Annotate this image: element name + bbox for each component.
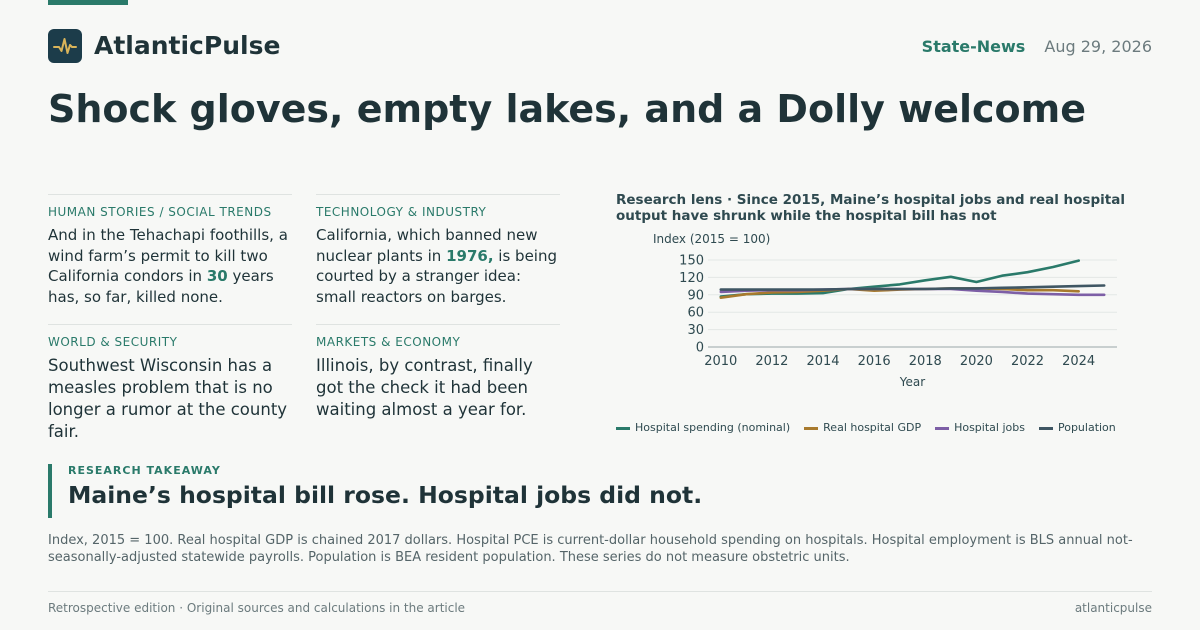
legend-label: Real hospital GDP xyxy=(823,421,922,434)
y-tick-label: 30 xyxy=(687,323,704,338)
story-card-illinois[interactable]: Markets & Economy Illinois, by contrast,… xyxy=(316,324,560,421)
story-card-condors[interactable]: Human Stories / Social Trends And in the… xyxy=(48,194,292,307)
page-headline: Shock gloves, empty lakes, and a Dolly w… xyxy=(48,87,1087,131)
x-tick-label: 2024 xyxy=(1062,354,1095,369)
y-tick-label: 0 xyxy=(696,341,704,356)
story-text-part: And in the Tehachapi foothills, a wind f… xyxy=(48,226,288,285)
legend-swatch xyxy=(616,426,630,430)
research-takeaway: RESEARCH TAKEAWAY Maine’s hospital bill … xyxy=(48,464,1168,518)
story-kicker: Technology & Industry xyxy=(316,205,487,219)
legend-swatch xyxy=(804,426,819,430)
footer-edition: Retrospective edition · Original sources… xyxy=(48,601,466,615)
series-line xyxy=(719,284,1106,291)
x-tick-label: 2010 xyxy=(704,354,737,369)
x-tick-label: 2016 xyxy=(858,354,891,369)
legend-label: Hospital jobs xyxy=(954,421,1025,434)
takeaway-title: Maine’s hospital bill rose. Hospital job… xyxy=(68,481,703,509)
x-tick-label: 2022 xyxy=(1011,354,1044,369)
story-highlight: 1976, xyxy=(446,246,494,265)
story-kicker: Markets & Economy xyxy=(316,335,461,349)
y-tick-label: 90 xyxy=(687,288,704,303)
story-text-part: is being courted by a stranger idea: sma… xyxy=(316,246,557,306)
story-text: Illinois, by contrast, finally got the c… xyxy=(316,356,533,419)
line-chart: Index (2015 = 100) 0 30 60 90 120 150 2010 2012 2… xyxy=(653,232,1117,389)
section-link[interactable]: State-News xyxy=(921,37,1026,56)
x-tick-label: 2018 xyxy=(909,354,942,369)
x-tick-label: 2020 xyxy=(960,354,993,369)
y-axis-label: Index (2015 = 100) xyxy=(653,232,770,246)
story-text: And in the Tehachapi foothills, a wind f… xyxy=(48,225,292,307)
x-axis-label: Year xyxy=(899,375,925,389)
legend-label: Hospital spending (nominal) xyxy=(635,421,791,434)
story-kicker: Human Stories / Social Trends xyxy=(48,205,272,219)
story-text-part: California, which banned new nuclear pla… xyxy=(316,226,538,265)
story-text-part: years has, so far, killed none. xyxy=(48,267,274,306)
x-tick-label: 2012 xyxy=(755,354,788,369)
chart-legend: Hospital spending (nominal) Real hospital… xyxy=(616,421,1116,435)
legend-item: Real hospital GDP xyxy=(804,421,921,435)
y-tick-label: 60 xyxy=(687,306,704,321)
story-card-measles[interactable]: World & Security Southwest Wisconsin has… xyxy=(48,324,292,443)
chart-title: Research lens · Since 2015, Maine’s hosp… xyxy=(616,192,1125,224)
footer-site[interactable]: atlanticpulse xyxy=(1074,601,1152,615)
story-highlight: 30 xyxy=(206,267,228,285)
site-header: AtlanticPulse State-News Aug 29, 2026 xyxy=(48,29,1152,63)
legend-swatch xyxy=(1038,426,1053,430)
page-footer: Retrospective edition · Original sources… xyxy=(48,591,1152,622)
story-text: Southwest Wisconsin has a measles proble… xyxy=(48,356,288,441)
brand-name[interactable]: AtlanticPulse xyxy=(94,31,281,60)
header-meta: State-News Aug 29, 2026 xyxy=(922,37,1152,57)
methodology-note: Index, 2015 = 100. Real hospital GDP is … xyxy=(48,533,1133,565)
takeaway-label: RESEARCH TAKEAWAY xyxy=(68,464,221,477)
legend-swatch xyxy=(935,426,950,430)
legend-item: Hospital spending (nominal) xyxy=(616,421,790,435)
story-kicker: World & Security xyxy=(48,335,178,349)
story-text: California, which banned new nuclear pla… xyxy=(316,225,560,307)
story-card-nuclear[interactable]: Technology & Industry California, which … xyxy=(316,194,560,307)
pulse-logo-icon[interactable] xyxy=(48,29,82,63)
y-tick-label: 150 xyxy=(679,254,704,269)
y-tick-label: 120 xyxy=(679,271,704,286)
legend-item: Hospital jobs xyxy=(935,421,1025,435)
x-tick-label: 2014 xyxy=(806,354,839,369)
legend-label: Population xyxy=(1057,421,1116,434)
publish-date: Aug 29, 2026 xyxy=(1044,37,1152,56)
legend-item: Population xyxy=(1038,421,1116,435)
accent-bar xyxy=(48,0,128,5)
